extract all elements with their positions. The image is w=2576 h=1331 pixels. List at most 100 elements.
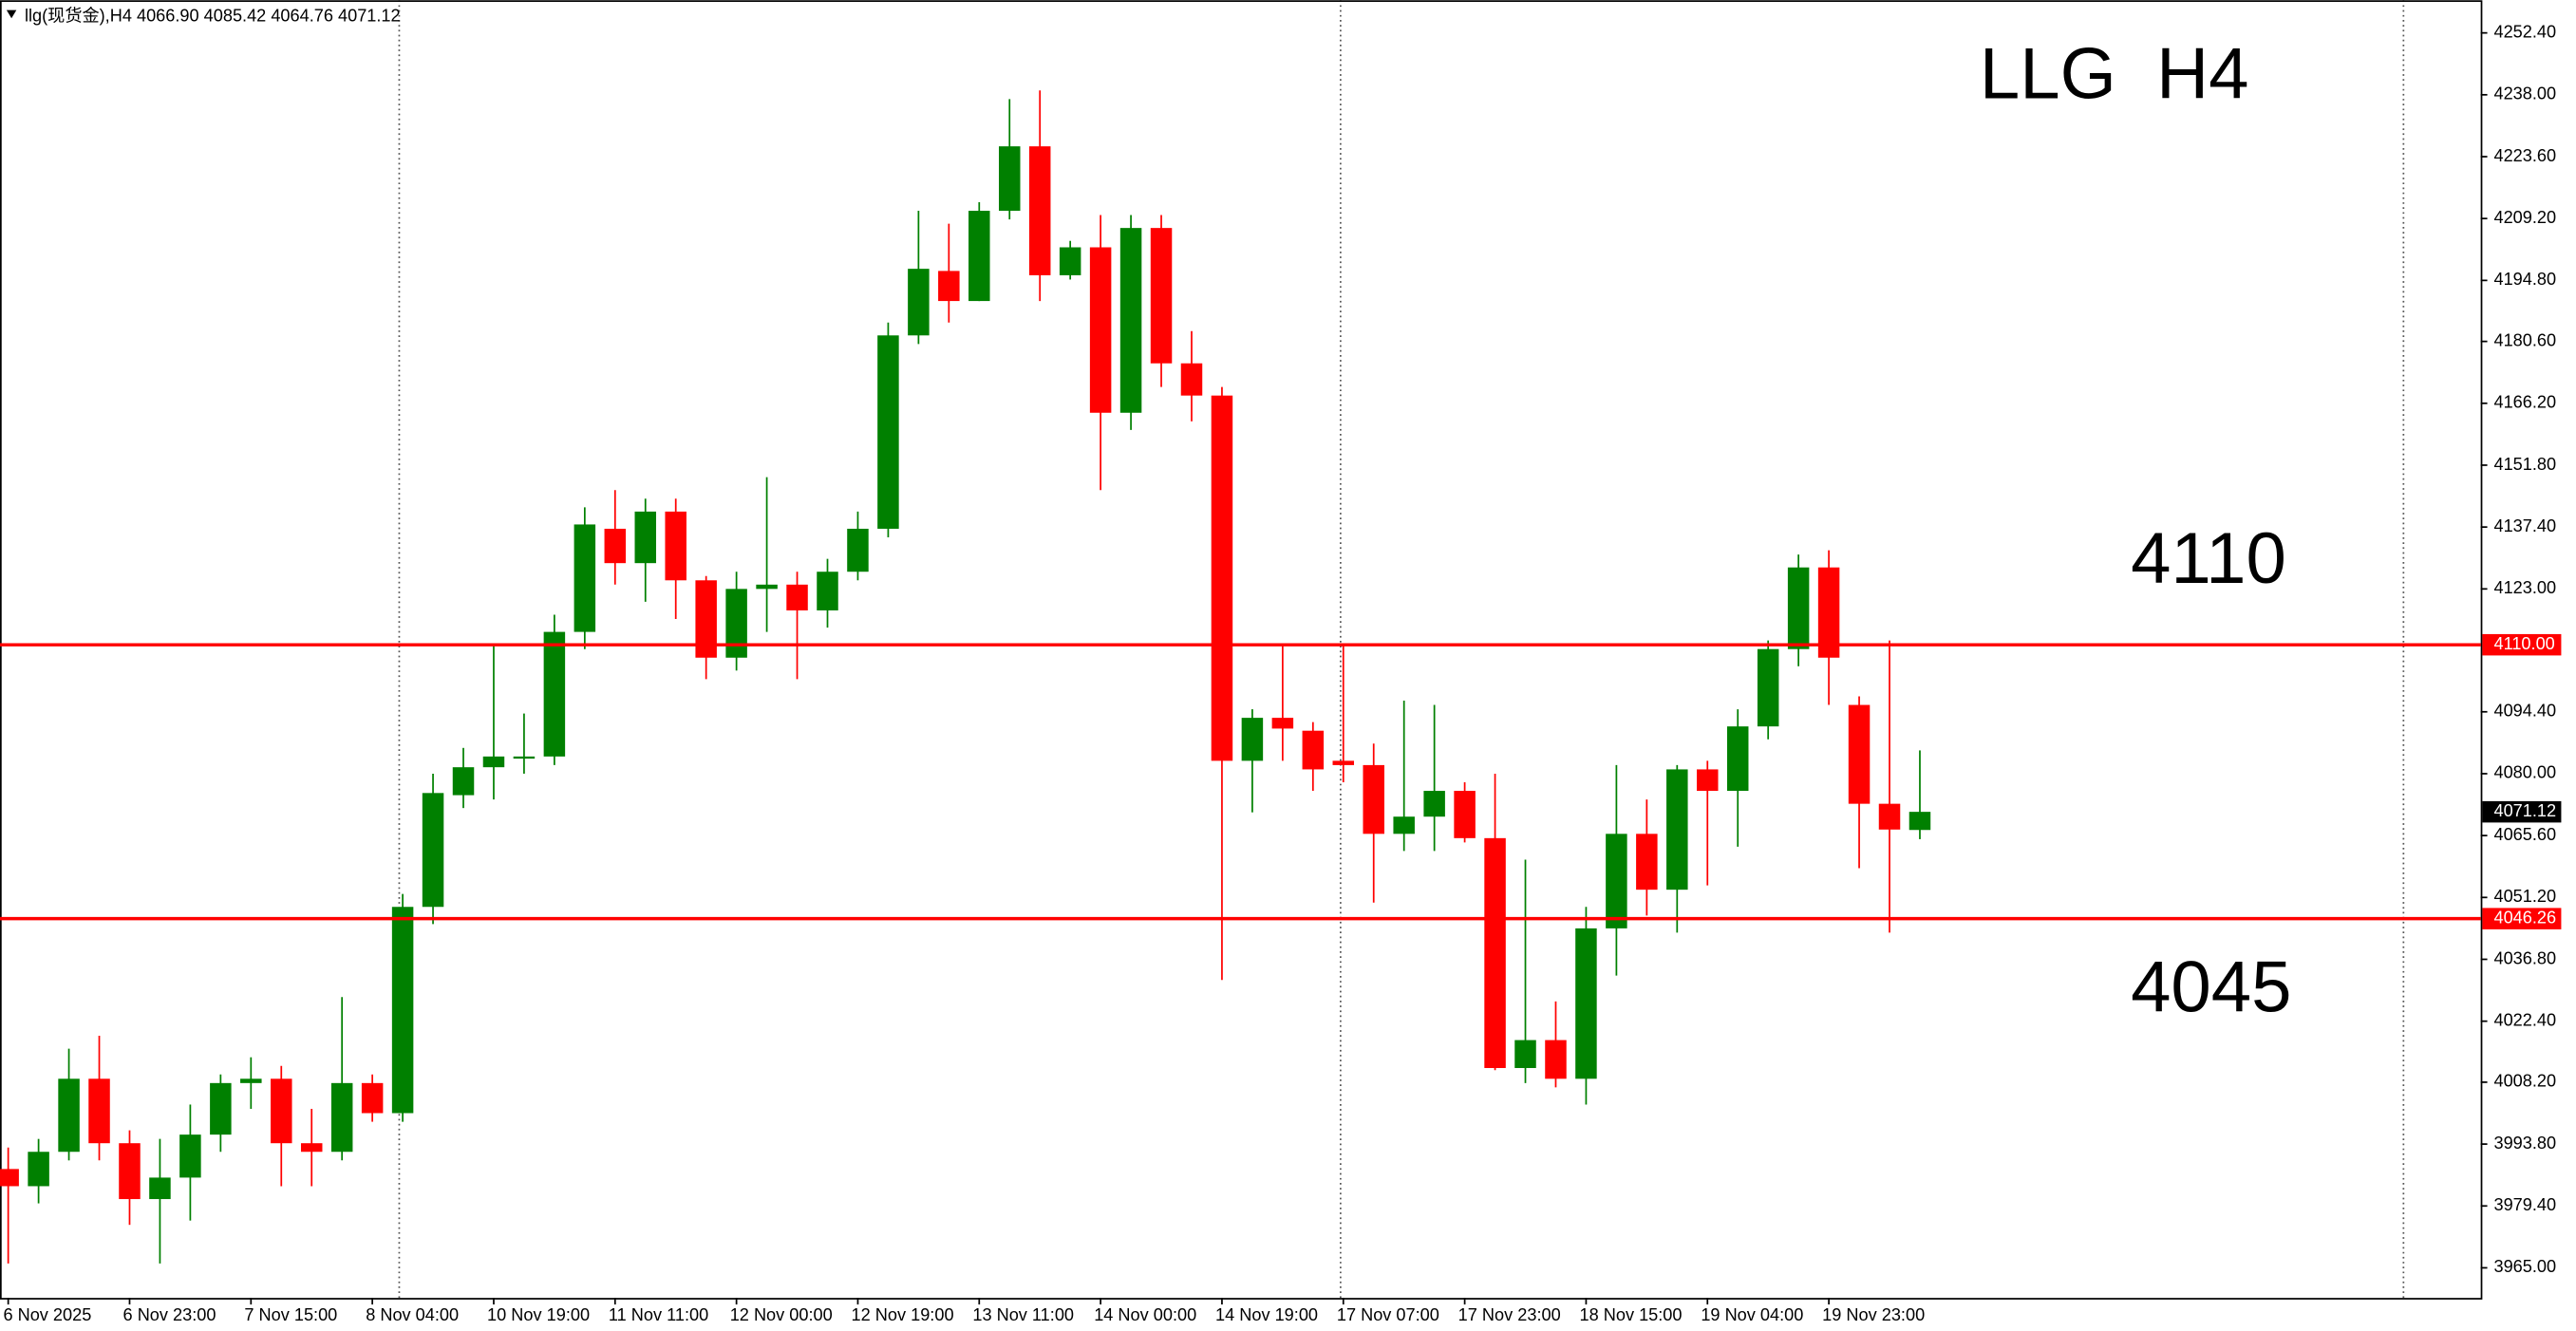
y-tick-label: 4094.40	[2493, 702, 2556, 721]
candle-body	[1454, 791, 1476, 838]
candle-body	[725, 589, 747, 658]
candle-body	[756, 584, 778, 590]
candle-body	[786, 584, 808, 610]
candle-body	[1545, 1040, 1567, 1079]
candle-body	[1575, 928, 1597, 1079]
x-tick-label: 17 Nov 07:00	[1337, 1305, 1439, 1324]
candle-body	[1271, 718, 1294, 729]
candle-body	[1059, 247, 1081, 275]
candle-body	[300, 1143, 323, 1153]
menu-arrow	[6, 9, 17, 19]
candle-body	[665, 511, 686, 581]
candle-body	[695, 580, 717, 658]
candle-body	[1393, 816, 1415, 834]
y-tick-label: 4151.80	[2493, 455, 2556, 474]
candle-body	[1180, 363, 1203, 396]
price-label: 4110.00	[2493, 634, 2554, 653]
y-tick-label: 4080.00	[2493, 763, 2556, 782]
y-tick-label: 3979.40	[2493, 1195, 2556, 1214]
candle-body	[361, 1082, 384, 1114]
x-tick-label: 8 Nov 04:00	[366, 1305, 459, 1324]
x-tick-label: 12 Nov 00:00	[730, 1305, 833, 1324]
price-label-box	[2482, 908, 2562, 929]
y-tick-label: 4051.20	[2493, 887, 2556, 906]
candle-body	[1757, 648, 1779, 727]
y-tick-label: 4022.40	[2493, 1010, 2556, 1029]
candle-body	[1363, 764, 1384, 834]
candle-body	[1211, 395, 1233, 761]
x-tick-label: 7 Nov 15:00	[244, 1305, 337, 1324]
y-tick-label: 4008.20	[2493, 1072, 2556, 1091]
candle-body	[1606, 834, 1627, 928]
y-tick-label: 3965.00	[2493, 1257, 2556, 1276]
x-tick-label: 18 Nov 15:00	[1580, 1305, 1683, 1324]
candle-body	[998, 146, 1021, 212]
plot-frame	[0, 0, 2483, 1300]
y-tick-label: 4194.80	[2493, 270, 2556, 289]
annotation: 4045	[2131, 947, 2291, 1027]
candle-body	[1817, 567, 1840, 658]
y-tick-label: 4123.00	[2493, 578, 2556, 597]
candle-body	[938, 271, 960, 302]
y-tick-label: 4180.60	[2493, 330, 2556, 349]
annotation: LLG H4	[1980, 33, 2249, 114]
candle-body	[330, 1082, 353, 1153]
candle-body	[1028, 146, 1051, 275]
x-tick-label: 12 Nov 19:00	[852, 1305, 954, 1324]
candle-body	[28, 1152, 49, 1187]
candle-body	[968, 211, 990, 302]
candle-body	[119, 1143, 141, 1200]
y-tick-label: 4036.80	[2493, 948, 2556, 967]
x-tick-label: 13 Nov 11:00	[972, 1305, 1074, 1324]
x-tick-label: 14 Nov 00:00	[1094, 1305, 1196, 1324]
candle-body	[422, 793, 444, 908]
candle-body	[179, 1134, 201, 1178]
y-tick-label: 4166.20	[2493, 393, 2556, 412]
annotation: 4110	[2131, 518, 2286, 599]
y-tick-label: 4065.60	[2493, 825, 2556, 844]
x-tick-label: 19 Nov 23:00	[1822, 1305, 1925, 1324]
candle-body	[1697, 769, 1719, 792]
candle-body	[88, 1078, 110, 1144]
candle-body	[573, 524, 596, 632]
x-tick-label: 17 Nov 23:00	[1458, 1305, 1561, 1324]
header: llg(现货金),H4 4066.90 4085.42 4064.76 4071…	[25, 6, 401, 25]
candle-body	[391, 907, 414, 1114]
candle-body	[149, 1177, 171, 1200]
y-tick-label: 4137.40	[2493, 516, 2556, 535]
candle-body	[452, 767, 475, 796]
candle-body	[908, 269, 930, 336]
candle-body	[1726, 726, 1749, 792]
candle-body	[1908, 812, 1931, 831]
price-label: 4046.26	[2493, 908, 2556, 927]
candle-body	[604, 528, 627, 564]
current-price-box	[2482, 800, 2562, 823]
candle-body	[58, 1078, 80, 1153]
candle-body	[1119, 228, 1142, 413]
x-tick-label: 10 Nov 19:00	[487, 1305, 590, 1324]
y-tick-label: 4238.00	[2493, 84, 2556, 103]
candle-body	[634, 511, 657, 564]
candle-body	[1787, 567, 1810, 649]
candle-body	[1241, 718, 1264, 761]
candle-body	[1848, 704, 1871, 804]
candle-body	[1302, 730, 1325, 770]
candle-body	[847, 528, 869, 572]
candle-body	[1636, 834, 1658, 890]
current-price-label: 4071.12	[2493, 801, 2556, 820]
candle-body	[210, 1082, 232, 1135]
candle-body	[1089, 247, 1112, 413]
x-tick-label: 11 Nov 11:00	[609, 1305, 708, 1324]
candle-body	[271, 1078, 292, 1144]
candle-body	[0, 1169, 19, 1187]
candle-body	[482, 756, 505, 768]
candle-body	[877, 335, 899, 529]
candle-body	[1878, 803, 1901, 830]
candle-body	[1514, 1040, 1536, 1068]
candle-body	[1423, 791, 1445, 817]
x-tick-label: 19 Nov 04:00	[1701, 1305, 1803, 1324]
y-tick-label: 4223.60	[2493, 146, 2556, 165]
